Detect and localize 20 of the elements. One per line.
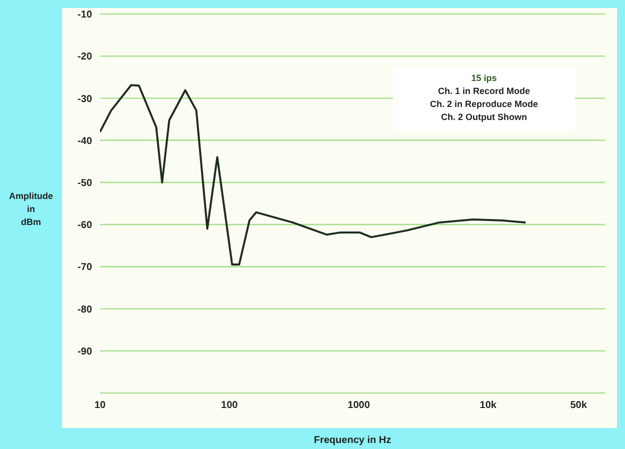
y-axis-title: Amplitude in dBm xyxy=(8,190,54,229)
annotation: Ch. 1 in Record Mode xyxy=(436,85,531,98)
y-tick-label: -20 xyxy=(78,52,92,63)
y-tick-label: -30 xyxy=(78,94,92,105)
x-tick-label: 10 xyxy=(94,400,106,412)
y-tick-label: -40 xyxy=(78,136,92,147)
y-tick-label: -80 xyxy=(78,304,92,316)
y-tick-label: -60 xyxy=(78,220,92,232)
x-tick-label: 100 xyxy=(221,400,238,412)
x-tick-label: 10k xyxy=(480,400,497,412)
y-tick-label: -50 xyxy=(78,178,92,189)
y-tick-label: -70 xyxy=(78,262,92,274)
annotation: Ch. 2 in Reproduce Mode xyxy=(428,98,539,111)
y-tick-label: -10 xyxy=(78,10,92,21)
y-tick-label: -90 xyxy=(78,346,92,358)
x-tick-label: 50k xyxy=(570,400,588,412)
x-axis-title: Frequency in Hz xyxy=(314,435,392,446)
annotation: Ch. 2 Output Shown xyxy=(440,111,528,124)
annotation: 15 ips xyxy=(470,72,498,85)
x-tick-label: 1000 xyxy=(348,400,370,412)
